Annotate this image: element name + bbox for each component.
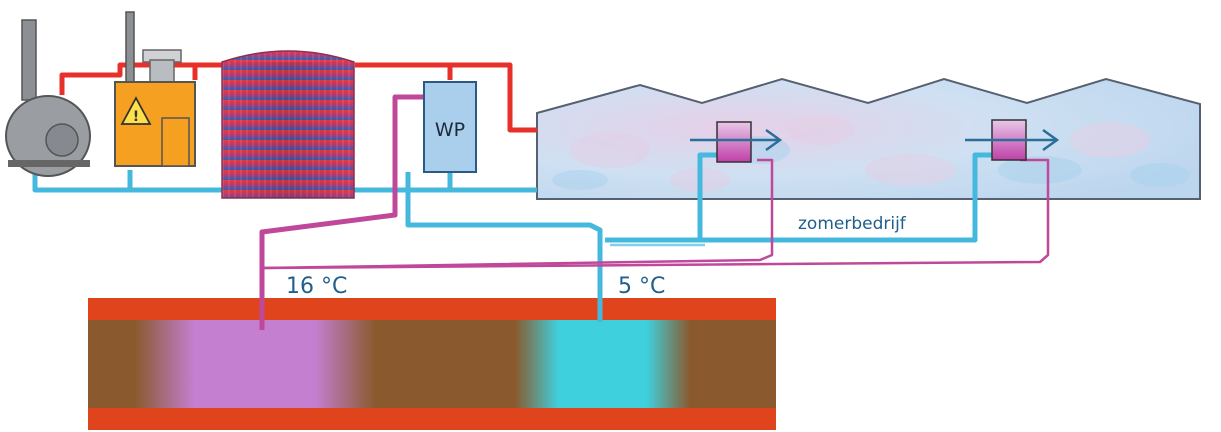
heat-pump-icon: WP xyxy=(423,81,477,173)
svg-text:!: ! xyxy=(133,109,139,125)
clay-layer-top xyxy=(88,298,776,320)
boiler-icon xyxy=(5,19,91,177)
cold-pipes xyxy=(32,152,1000,322)
cold-temperature-label: 5 °C xyxy=(618,274,665,299)
flow-arrow-icon xyxy=(965,128,1060,152)
cold-well-zone xyxy=(515,320,690,408)
aquifer-icon xyxy=(88,298,776,430)
greenhouse-icon xyxy=(536,77,1201,200)
buffer-tank-icon xyxy=(221,50,355,199)
clay-layer-bottom xyxy=(88,408,776,430)
warm-well-pipes xyxy=(259,94,424,330)
heat-pump-label: WP xyxy=(435,119,465,141)
warm-well-zone xyxy=(135,320,375,408)
chp-unit-icon: ! xyxy=(114,11,196,167)
heat-exchanger-icon xyxy=(716,121,752,163)
warning-icon: ! xyxy=(120,96,152,125)
return-pipes xyxy=(261,158,1050,270)
mode-label: zomerbedrijf xyxy=(798,214,907,234)
flow-arrow-icon xyxy=(690,128,783,152)
warm-temperature-label: 16 °C xyxy=(286,274,347,299)
